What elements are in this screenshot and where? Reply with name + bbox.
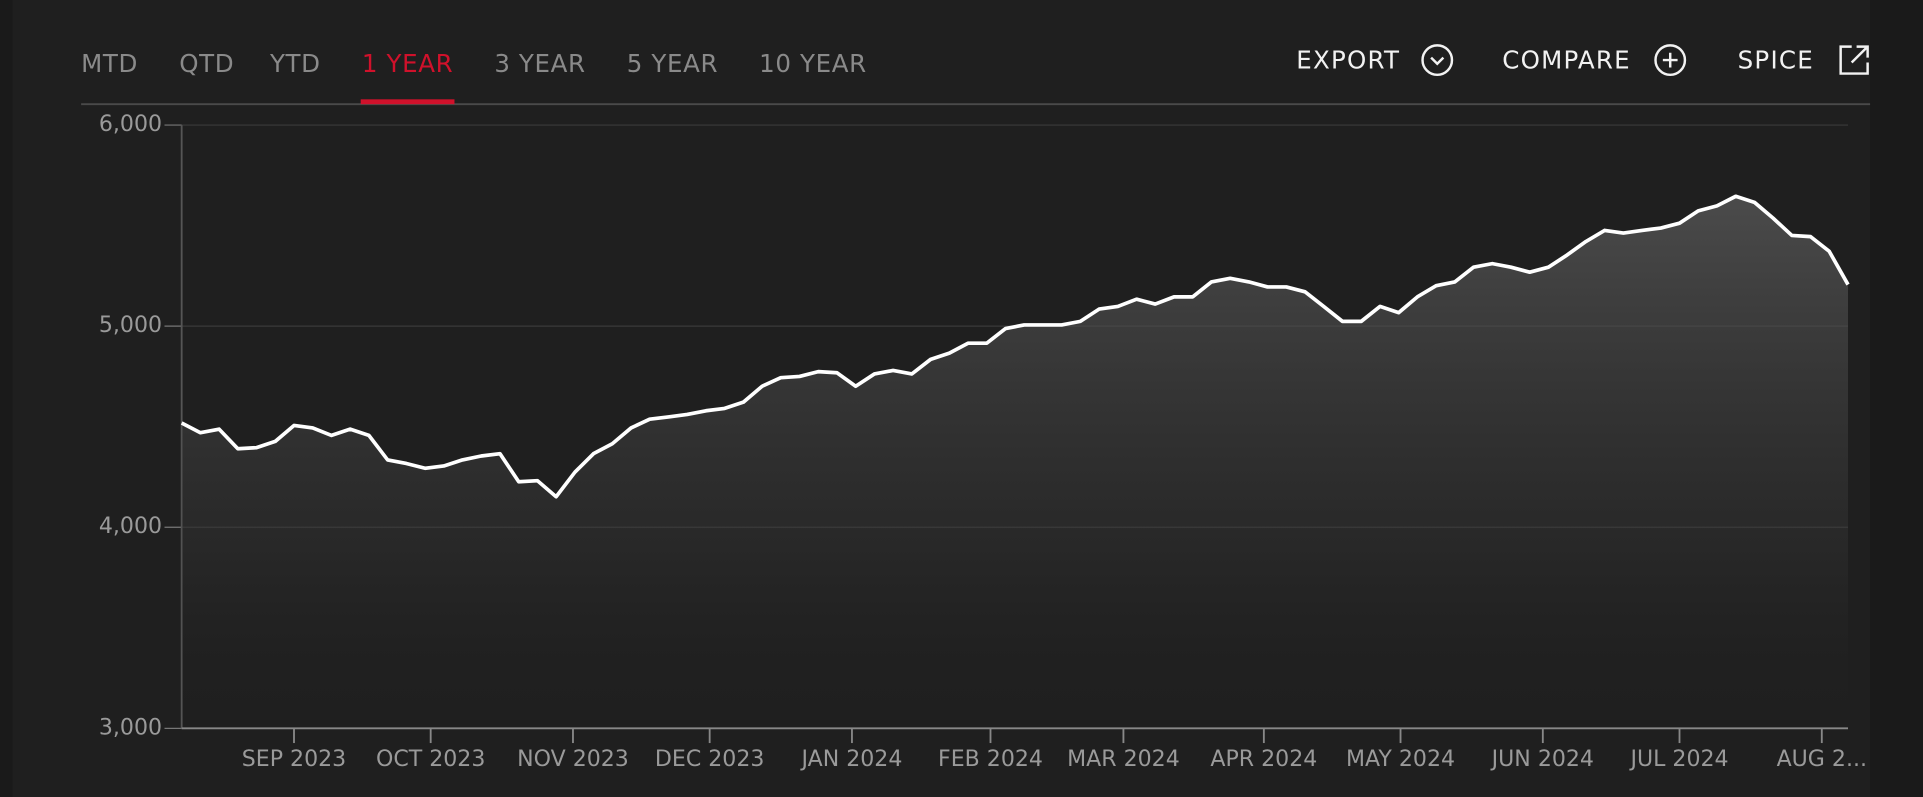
active-tab-underline (360, 99, 455, 105)
x-tick-label: MAY 2024 (1346, 747, 1455, 772)
range-tab[interactable]: 10 YEAR (759, 49, 867, 78)
action-button[interactable]: SPICE (1738, 45, 1869, 75)
range-tab[interactable]: QTD (179, 49, 234, 78)
range-tab[interactable]: 1 YEAR (362, 49, 453, 78)
range-tab[interactable]: 5 YEAR (627, 49, 718, 78)
price-line (180, 194, 1850, 499)
x-tick-label: JUN 2024 (1490, 747, 1594, 772)
compare-icon (1654, 44, 1687, 77)
y-tick-label: 3,000 (99, 715, 162, 740)
external-link-icon (1839, 45, 1869, 75)
x-tick-label: OCT 2023 (376, 747, 485, 772)
action-label[interactable]: EXPORT (1296, 45, 1400, 74)
range-tab[interactable]: YTD (269, 49, 321, 78)
action-button[interactable]: COMPARE (1502, 44, 1687, 77)
x-tick-label: JAN 2024 (800, 747, 903, 772)
x-tick-label: JUL 2024 (1628, 747, 1728, 772)
x-tick-label: SEP 2023 (242, 747, 346, 772)
x-tick-label: AUG 2... (1777, 747, 1867, 772)
action-label[interactable]: SPICE (1738, 45, 1814, 74)
y-tick-label: 4,000 (99, 514, 162, 539)
export-icon (1421, 44, 1454, 77)
x-tick-label: NOV 2023 (517, 747, 629, 772)
export-icon-chevron (1430, 56, 1445, 66)
area-fill (181, 196, 1849, 729)
action-button[interactable]: EXPORT (1296, 44, 1454, 77)
compare-icon-plus (1662, 52, 1678, 68)
y-tick-label: 5,000 (99, 313, 162, 338)
y-tick-label: 6,000 (99, 112, 162, 137)
x-tick-label: APR 2024 (1210, 747, 1317, 772)
range-tab[interactable]: 3 YEAR (494, 49, 585, 78)
action-label[interactable]: COMPARE (1502, 45, 1631, 74)
range-tab[interactable]: MTD (81, 49, 138, 78)
x-tick-label: FEB 2024 (938, 747, 1043, 772)
x-tick-label: MAR 2024 (1067, 747, 1180, 772)
x-tick-label: DEC 2023 (655, 747, 765, 772)
